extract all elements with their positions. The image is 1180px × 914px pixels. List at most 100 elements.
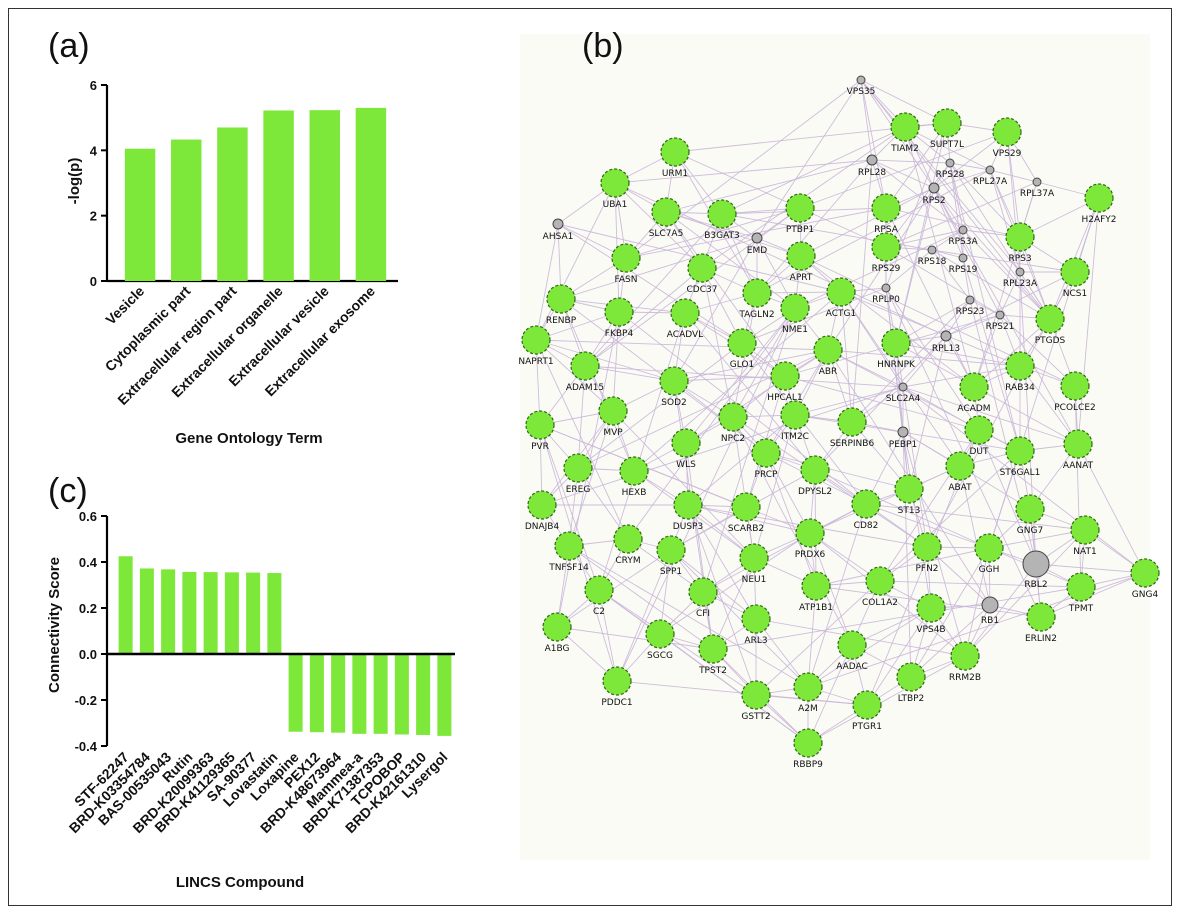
network-edge [910,604,991,678]
network-node-tnfsf14 [554,531,584,561]
network-node-label: ST6GAL1 [1000,468,1041,478]
network-node-ereg [563,453,593,483]
panel-c-bar-stf-62247 [118,556,133,654]
network-node-label: RRM2B [949,673,981,683]
network-node-label: NME1 [782,325,808,335]
network-edge [614,182,703,269]
network-node-pcolce2 [1060,371,1090,401]
network-node-actg1 [826,277,856,307]
network-edge [577,342,743,469]
network-node-cfi [688,577,718,607]
network-node-nat1 [1070,515,1100,545]
network-edge [794,386,904,416]
network-edge [598,589,757,696]
network-edge [665,159,873,213]
network-node-renbp [546,284,576,314]
network-node-gng4 [1130,558,1160,588]
panel-c-bar-bas-00535043 [161,569,176,654]
panel-a-category-label: Vesicle [102,283,147,328]
network-node-label: WLS [676,460,696,470]
network-node-crym [613,524,643,554]
network-node-label: LTBP2 [898,694,925,704]
network-node-label: NCS1 [1063,289,1087,299]
network-edge [827,349,1021,367]
network-edge [895,122,948,344]
network-edge [584,213,723,367]
panel-c-bar-brd-k48673964 [331,654,346,733]
network-node-abr [813,335,843,365]
network-node-aadac [837,630,867,660]
network-node-label: ABR [819,367,838,377]
network-edge [614,159,873,184]
network-edge [535,339,829,351]
panel-c-y-tick-label: -0.4 [75,739,98,754]
network-edge [539,424,600,591]
network-edge [612,410,755,559]
network-edge [931,249,971,301]
network-edge [712,557,755,650]
network-node-vps4b [916,593,946,623]
network-node-rps21 [995,310,1005,320]
network-edge [964,563,1037,657]
network-edge [1006,131,1021,238]
network-edge [809,465,961,534]
panel-c-bar-tcpobop [394,654,409,735]
network-edge [535,339,675,382]
network-edge [627,307,796,540]
network-node-label: ST13 [898,506,921,516]
network-node-wls [671,428,701,458]
network-node-a1bg [542,612,572,642]
network-node-glo1 [727,328,757,358]
network-edge [885,246,1001,316]
network-node-label: HNRNPK [877,360,916,370]
panel-a-bar-cytoplasmic-part [171,139,202,281]
panel-c-y-tick-label: 0.0 [79,647,97,662]
network-node-pddc1 [602,666,632,696]
network-node-st13 [894,474,924,504]
network-edge [756,169,991,294]
network-edge [895,187,935,344]
network-edge [800,255,975,388]
network-edge [598,589,618,682]
network-node-rpl28 [866,154,878,166]
network-node-label: VPS29 [993,149,1022,159]
network-edge [814,469,990,549]
network-node-rbl2 [1022,550,1050,578]
network-node-rps29 [871,232,901,262]
network-node-tpmt [1066,572,1096,602]
network-edge [866,607,932,706]
panel-c-bar-rutin [182,571,197,654]
panel-c-bar-brd-k20099363 [203,572,218,654]
network-edge [535,339,614,412]
network-node-ggh [974,533,1004,563]
network-node-label: TPST2 [698,666,727,676]
network-node-hnrnpk [881,328,911,358]
network-node-label: RBL2 [1024,580,1047,590]
network-node-hpcal1 [770,361,800,391]
network-node-erlin2 [1026,602,1056,632]
network-edge [800,187,935,257]
network-edge [568,410,614,547]
network-node-label: RPS23 [956,307,985,317]
network-node-vps29 [992,117,1022,147]
network-edge [807,585,817,688]
network-node-rpl27a [985,165,995,175]
network-edge [988,450,1021,549]
network-node-label: PTGR1 [852,722,882,732]
network-node-label: FASN [615,275,638,285]
network-edge [860,79,1021,273]
network-node-label: NAT1 [1073,547,1096,557]
network-edge [933,187,964,259]
network-edge [962,229,1051,320]
network-node-label: VPS35 [847,87,876,97]
panel-a-category-label: Cytoplasmic part [102,283,194,375]
network-edge [902,386,1079,445]
network-node-dnajb4 [527,490,557,520]
network-node-label: GNG4 [1132,590,1159,600]
network-edge [584,365,675,382]
network-node-label: PRDX6 [795,550,826,560]
network-edge [665,211,758,239]
network-node-pebp1 [897,426,909,438]
network-node-label: DUSP3 [673,522,703,532]
network-node-rpl23a [1015,267,1025,277]
